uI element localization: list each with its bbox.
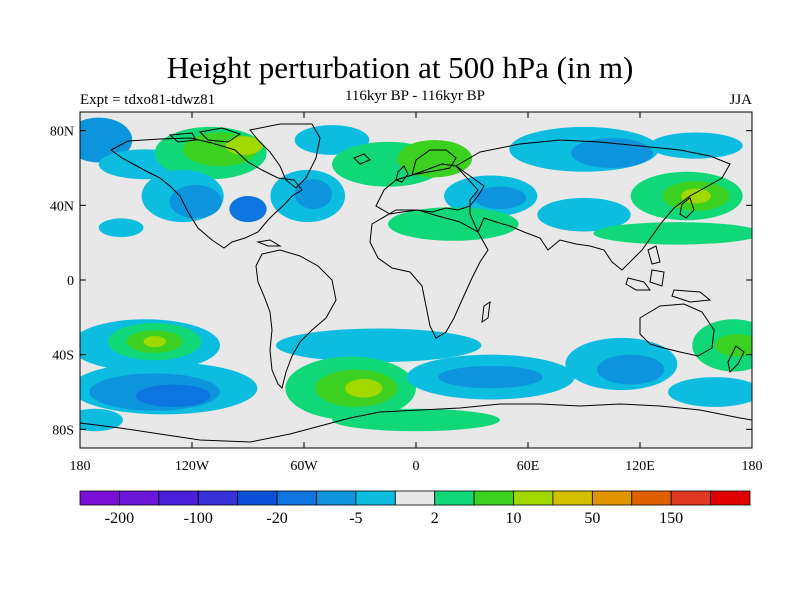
colorbar-label: 2 [431,510,439,527]
lat-tick-label: 40N [50,199,74,214]
colorbar-swatch [394,490,436,506]
coastlines [80,123,752,443]
lon-tick-label: 0 [413,459,420,474]
height-field [80,117,752,432]
colorbar-swatch [710,490,751,506]
colorbar-swatch [552,490,593,506]
latitude-axis: 80N 40N 0 40S 80S [50,125,752,438]
colorbar-swatch [119,490,160,506]
colorbar-swatch [355,490,396,506]
lat-tick-label: 80S [52,423,74,438]
colorbar-label: 10 [506,510,522,527]
lon-tick-label: 120E [625,459,655,474]
lon-tick-label: 180 [70,459,91,474]
colorbar-swatch [473,490,514,506]
lon-tick-label: 60E [517,459,540,474]
colorbar-swatch [79,490,120,506]
colorbar-label: -5 [349,510,362,527]
colorbar-label: -20 [266,510,287,527]
colorbar-swatch [197,490,239,506]
subtitle: 116kyr BP - 116kyr BP [344,88,485,104]
anomaly-contour [593,222,752,245]
anomaly-contour [473,186,527,210]
anomaly-contour [438,365,543,389]
colorbar-swatch [237,490,278,506]
anomaly-contour [169,184,222,219]
anomaly-contour [136,384,211,407]
colorbar-label: -100 [184,510,213,527]
lon-tick-label: 120W [175,459,210,474]
lat-tick-label: 40S [52,349,74,364]
experiment-label: Expt = tdxo81-tdwz81 [80,92,216,108]
season-label: JJA [729,92,752,108]
colorbar-swatch [276,490,317,506]
anomaly-contour [597,354,665,385]
anomaly-contour [143,336,166,348]
colorbar-swatch [158,490,199,506]
anomaly-contour [714,334,752,357]
anomaly-contour [397,140,472,178]
lon-tick-label: 180 [742,459,763,474]
lat-tick-label: 80N [50,125,74,140]
anomaly-contour [80,117,133,163]
anomaly-contour [294,179,333,210]
anomaly-contour [388,207,519,241]
colorbar-swatch [316,490,357,506]
anomaly-contour [649,132,743,159]
anomaly-contour [98,218,144,238]
anomaly-contour [681,188,711,204]
anomaly-contour [345,378,383,398]
anomaly-contour [80,408,123,432]
anomaly-contour [332,408,500,432]
anomaly-contour [276,328,482,363]
colorbar-swatch [513,490,554,506]
anomaly-contour [294,125,370,155]
lon-tick-label: 60W [290,459,318,474]
anomaly-contour [229,196,267,223]
anomaly-contour [668,377,752,407]
anomaly-contour [570,138,654,168]
colorbar-label: -200 [105,510,134,527]
colorbar-swatch [631,490,672,506]
colorbar-swatch [591,490,633,506]
lat-tick-label: 0 [67,274,74,289]
colorbar-swatch [434,490,475,506]
colorbar: -200 -100 -20 -5 2 10 50 150 [79,490,751,527]
anomaly-contour [537,197,631,232]
colorbar-label: 50 [584,510,600,527]
longitude-axis: 180 120W 60W 0 60E 120E 180 [70,112,763,474]
colorbar-swatch [670,490,711,506]
map-title: Height perturbation at 500 hPa (in m) [166,50,634,85]
colorbar-label: 150 [659,510,683,527]
